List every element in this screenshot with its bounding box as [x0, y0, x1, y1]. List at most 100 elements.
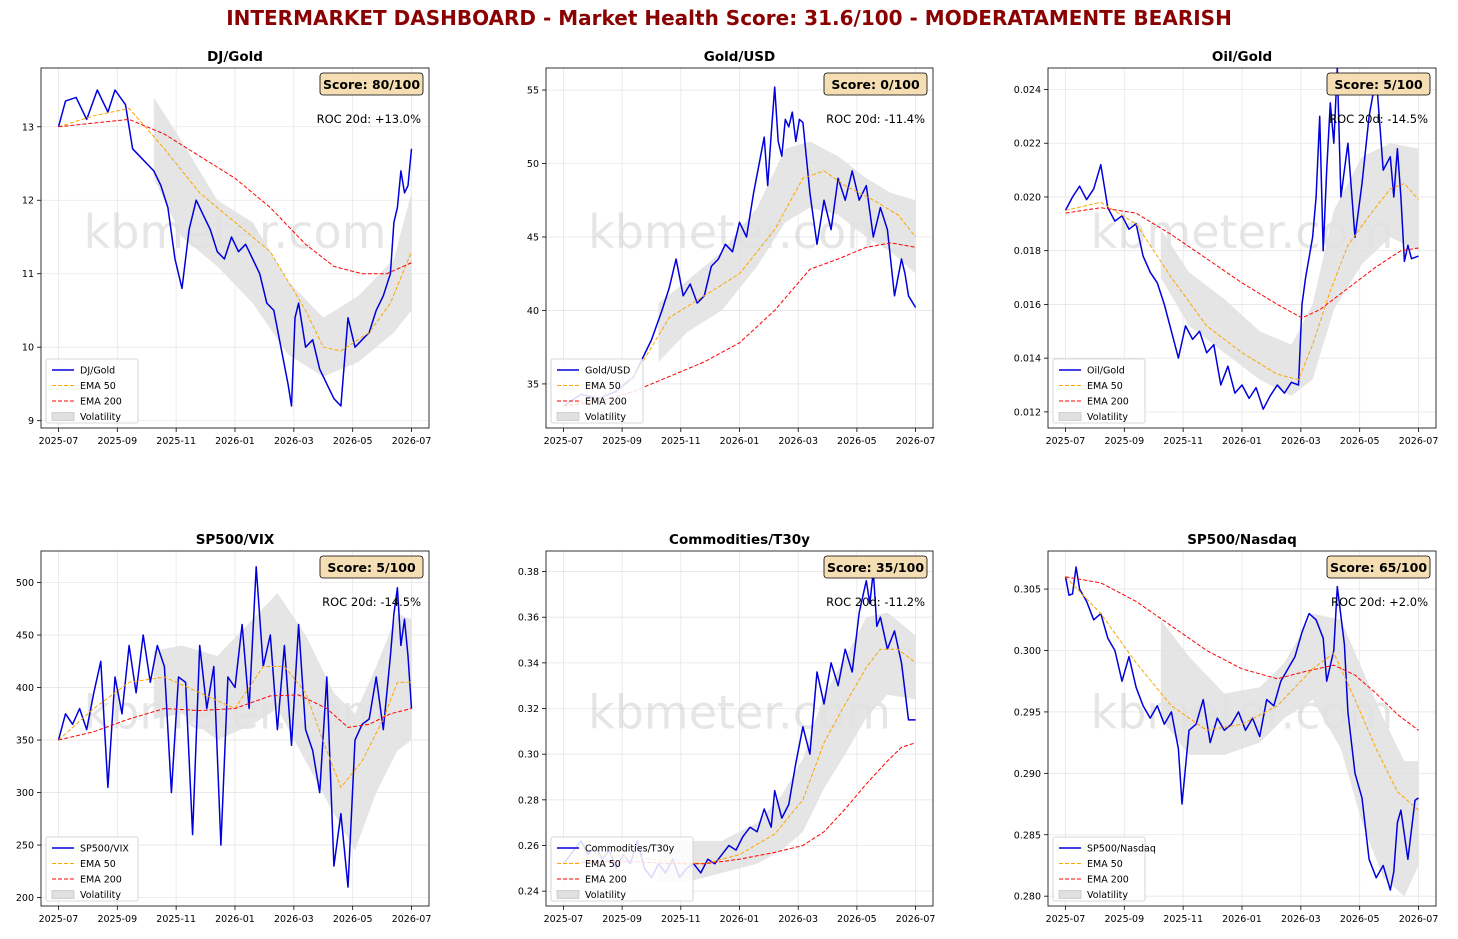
volatility-band: [1160, 613, 1419, 897]
score-box: [1326, 555, 1431, 579]
y-tick-label: 0.022: [1014, 139, 1041, 150]
score-label: Score: 65/100: [1330, 560, 1427, 575]
score-box: [1326, 72, 1431, 96]
x-tick-label: 2026-01: [720, 914, 760, 925]
y-tick-label: 0.285: [1014, 830, 1041, 841]
score-label: Score: 0/100: [831, 77, 920, 92]
plot-frame: [1047, 550, 1437, 907]
chart-title: SP500/Nasdaq: [1187, 532, 1297, 548]
roc-label: ROC 20d: +13.0%: [317, 112, 421, 126]
y-tick-label: 50: [527, 159, 539, 170]
x-tick-label: 2025-09: [602, 914, 642, 925]
x-tick-label: 2025-11: [661, 914, 701, 925]
dashboard-title: INTERMARKET DASHBOARD - Market Health Sc…: [226, 6, 1232, 30]
x-tick-label: 2026-03: [778, 914, 818, 925]
x-tick-label: 2025-11: [1163, 436, 1203, 447]
ema200-line: [1065, 576, 1419, 731]
legend-item-ema50: EMA 50: [585, 859, 621, 870]
plot-area: [57, 89, 413, 407]
legend-item-ema200: EMA 200: [1087, 397, 1129, 408]
y-tick-label: 35: [527, 379, 539, 390]
legend-item-ema50: EMA 50: [80, 381, 116, 392]
roc-label: ROC 20d: -11.4%: [826, 112, 925, 126]
y-tick-label: 300: [16, 788, 34, 799]
legend-item-price: DJ/Gold: [80, 366, 115, 377]
y-tick-label: 0.38: [518, 567, 539, 578]
legend-item-ema200: EMA 200: [585, 875, 627, 886]
x-tick-label: 2026-03: [778, 436, 818, 447]
x-tick-label: 2025-11: [661, 436, 701, 447]
x-tick-label: 2026-07: [1399, 436, 1439, 447]
y-tick-label: 0.014: [1014, 354, 1041, 365]
y-tick-label: 13: [22, 122, 34, 133]
x-tick-label: 2025-11: [1163, 914, 1203, 925]
legend-item-volatility: Volatility: [585, 412, 626, 423]
ema200-line: [563, 742, 916, 865]
legend-item-ema200: EMA 200: [585, 397, 627, 408]
x-tick-label: 2026-05: [837, 436, 877, 447]
y-tick-label: 0.28: [518, 795, 539, 806]
ema50-line: [1065, 576, 1419, 811]
x-tick-label: 2026-07: [896, 436, 936, 447]
y-tick-label: 0.300: [1014, 646, 1041, 657]
legend-item-ema50: EMA 50: [80, 859, 116, 870]
x-tick-label: 2026-01: [215, 436, 255, 447]
roc-label: ROC 20d: -11.2%: [826, 595, 925, 609]
x-tick-label: 2026-05: [837, 914, 877, 925]
plot-frame: [40, 550, 430, 907]
legend-item-price: SP500/Nasdaq: [1087, 844, 1156, 855]
roc-label: ROC 20d: -14.5%: [322, 595, 421, 609]
legend-swatch: [1058, 890, 1082, 899]
y-tick-label: 45: [527, 232, 539, 243]
y-tick-label: 0.30: [518, 750, 539, 761]
legend-item-ema50: EMA 50: [585, 381, 621, 392]
legend-item-price: Oil/Gold: [1087, 366, 1125, 377]
legend-swatch: [51, 412, 75, 421]
ema50-line: [1065, 182, 1419, 381]
x-tick-label: 2026-01: [1222, 436, 1262, 447]
volatility-band: [658, 141, 916, 362]
x-tick-label: 2026-01: [215, 914, 255, 925]
legend-box: [45, 836, 139, 902]
legend-item-ema200: EMA 200: [1087, 875, 1129, 886]
x-tick-label: 2025-07: [544, 914, 584, 925]
x-tick-label: 2026-07: [1399, 914, 1439, 925]
volatility-band: [658, 612, 916, 882]
y-tick-label: 250: [16, 841, 34, 852]
x-tick-label: 2026-07: [896, 914, 936, 925]
x-tick-label: 2026-01: [720, 436, 760, 447]
plot-frame: [545, 550, 934, 907]
y-tick-label: 12: [22, 196, 34, 207]
plot-frame: [545, 67, 934, 429]
y-tick-label: 400: [16, 683, 34, 694]
price-line: [562, 86, 917, 407]
x-tick-label: 2026-05: [333, 914, 373, 925]
x-tick-label: 2026-03: [274, 436, 314, 447]
plot-area: [57, 566, 413, 888]
y-tick-label: 0.016: [1014, 300, 1041, 311]
legend-swatch: [51, 890, 75, 899]
y-tick-label: 0.024: [1014, 85, 1041, 96]
chart-panel: 2025-07 2025-09 2025-11 2026-01 2026-03 2026-…: [22, 49, 431, 447]
y-tick-label: 200: [16, 893, 34, 904]
score-box: [319, 555, 424, 579]
x-tick-label: 2025-11: [156, 914, 196, 925]
y-tick-label: 450: [16, 631, 34, 642]
ema50-line: [563, 648, 916, 865]
legend-item-price: Commodities/T30y: [585, 844, 675, 855]
legend-box: [550, 358, 644, 424]
chart-panel: 2025-07 2025-09 2025-11 2026-01 2026-03 2026-…: [527, 49, 936, 447]
y-tick-label: 0.32: [518, 704, 539, 715]
x-tick-label: 2026-07: [392, 914, 432, 925]
legend-item-ema200: EMA 200: [80, 397, 122, 408]
y-tick-label: 500: [16, 578, 34, 589]
chart-title: Commodities/T30y: [669, 532, 810, 548]
y-tick-label: 0.24: [518, 887, 539, 898]
legend-item-volatility: Volatility: [1087, 890, 1128, 901]
y-tick-label: 0.295: [1014, 707, 1041, 718]
x-tick-label: 2026-03: [274, 914, 314, 925]
price-line: [57, 89, 413, 407]
chart-title: Gold/USD: [704, 49, 775, 65]
legend-box: [45, 358, 139, 424]
x-tick-label: 2026-01: [1222, 914, 1262, 925]
